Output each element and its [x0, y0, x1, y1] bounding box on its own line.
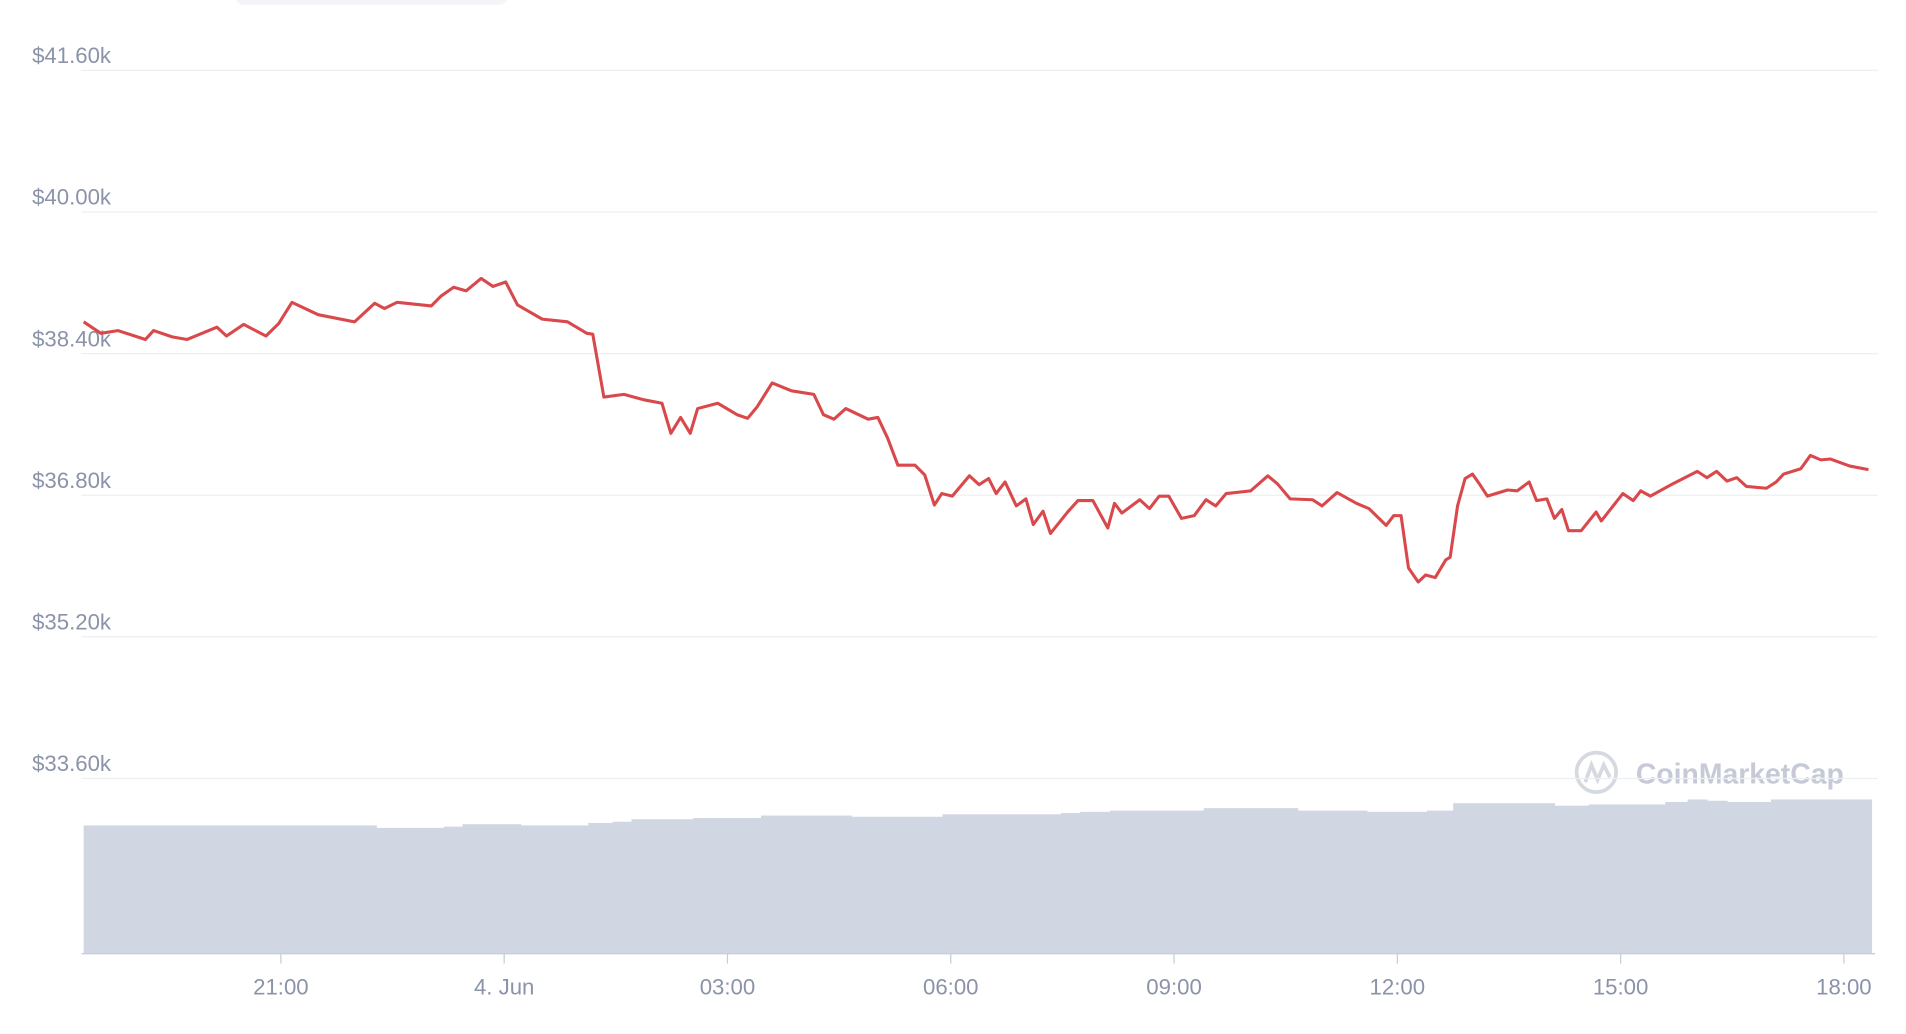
- volume-bar: [443, 826, 464, 954]
- price-line: [82, 276, 1869, 584]
- x-tick-label: 21:00: [253, 974, 309, 999]
- volume-bar: [1427, 810, 1454, 954]
- volume-bar: [1297, 810, 1368, 954]
- volume-bar: [1554, 805, 1590, 954]
- volume-bar: [1080, 811, 1111, 954]
- volume-bar: [1110, 810, 1205, 954]
- y-tick-label: $35.20k: [32, 610, 112, 635]
- volume-bar: [612, 821, 633, 954]
- x-tick-label: 09:00: [1146, 974, 1202, 999]
- volume-bar: [588, 822, 614, 954]
- volume-bar: [1687, 799, 1708, 954]
- volume-bar: [942, 814, 1062, 954]
- y-tick-label: $33.60k: [32, 751, 112, 776]
- volume-bar: [851, 816, 944, 954]
- volume-bar: [1706, 800, 1728, 954]
- x-tick-label: 4. Jun: [474, 974, 534, 999]
- watermark: CoinMarketCap: [1636, 758, 1844, 790]
- volume-bar: [1366, 811, 1428, 954]
- x-tick-label: 06:00: [923, 974, 979, 999]
- volume-bar: [1665, 801, 1689, 954]
- volume-bar: [520, 825, 589, 954]
- volume-bar: [631, 819, 694, 954]
- volume-bar: [1060, 813, 1081, 954]
- volume-bar: [83, 825, 377, 954]
- volume-bar: [1727, 801, 1772, 954]
- y-tick-label: $38.40k: [32, 326, 112, 351]
- x-tick-label: 15:00: [1593, 974, 1649, 999]
- volume-bar: [1588, 804, 1666, 954]
- volume-bar: [376, 827, 445, 954]
- x-tick-label: 03:00: [700, 974, 756, 999]
- volume-bar: [462, 824, 522, 954]
- y-tick-label: $40.00k: [32, 185, 112, 210]
- volume-bar: [1203, 808, 1299, 954]
- volume-bar: [760, 815, 852, 954]
- x-tick-label: 12:00: [1370, 974, 1426, 999]
- watermark-logo: [1574, 750, 1618, 794]
- toolbar-edge: [235, 0, 507, 6]
- volume-bar: [1453, 803, 1555, 954]
- y-tick-label: $41.60k: [32, 43, 112, 68]
- y-tick-label: $36.80k: [32, 468, 112, 493]
- x-tick-label: 18:00: [1816, 974, 1872, 999]
- volume-bar: [1770, 799, 1873, 954]
- volume-bar: [693, 818, 762, 954]
